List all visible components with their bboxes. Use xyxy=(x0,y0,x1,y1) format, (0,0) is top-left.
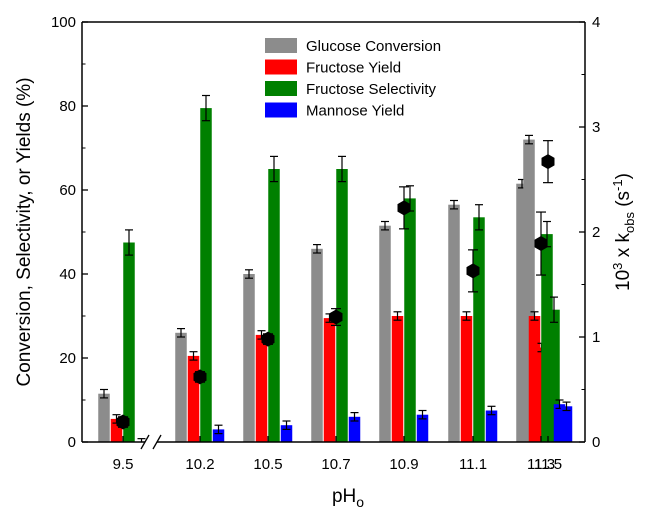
bar-fructose-selectivity-10.9 xyxy=(404,198,416,442)
bar-fructose-selectivity-11.5 xyxy=(548,309,560,442)
bar-fructose-selectivity-11.3 xyxy=(541,234,553,442)
error-bar xyxy=(450,199,458,210)
y2-tick-label: 3 xyxy=(592,119,600,136)
legend-swatch xyxy=(265,38,297,53)
bar-fructose-yield-10.9 xyxy=(391,316,404,442)
bar-fructose-yield-11.1 xyxy=(460,316,473,442)
x-tick-label: 10.7 xyxy=(321,456,350,473)
data-point-11.1 xyxy=(466,263,480,279)
bar-mannose-yield-10.9 xyxy=(416,414,429,442)
error-bar xyxy=(189,351,198,361)
bar-glucose-conversion-10.9 xyxy=(379,225,391,442)
data-point-10.7 xyxy=(329,309,343,325)
bar-fructose-selectivity-11.1 xyxy=(473,217,485,442)
chart-points xyxy=(116,140,555,430)
error-bar xyxy=(202,94,210,122)
error-bar xyxy=(393,311,402,321)
bar-fructose-yield-10.2 xyxy=(187,355,200,442)
error-bar xyxy=(125,229,133,256)
x-tick-label: 11.1 xyxy=(459,456,487,473)
legend-label: Fructose Yield xyxy=(306,60,401,77)
bar-fructose-selectivity-10.7 xyxy=(336,169,348,442)
error-bar xyxy=(530,311,539,321)
bar-glucose-conversion-10.2 xyxy=(175,332,187,442)
x-tick-label: 11.5 xyxy=(534,456,562,473)
y2-tick-label: 1 xyxy=(592,329,600,346)
data-point-11.5 xyxy=(541,154,555,170)
legend-swatch xyxy=(265,81,297,96)
error-bar xyxy=(475,204,483,231)
legend-label: Mannose Yield xyxy=(306,103,404,120)
y-tick-label: 0 xyxy=(68,434,76,451)
error-bar xyxy=(418,409,427,420)
x-tick-label: 10.9 xyxy=(389,456,418,473)
x-tick-label: 10.2 xyxy=(185,456,214,473)
error-bar xyxy=(381,220,389,231)
error-bar xyxy=(313,244,321,254)
y-tick-label: 40 xyxy=(59,266,76,283)
y-tick-label: 20 xyxy=(59,350,76,367)
bar-fructose-yield-9.5 xyxy=(110,418,123,442)
x-tick-label: 11.3 xyxy=(527,456,555,473)
error-bar xyxy=(525,134,533,145)
bar-fructose-yield-10.5 xyxy=(255,334,268,442)
axis-break-mark xyxy=(140,434,150,450)
bar-glucose-conversion-11.1 xyxy=(448,204,460,442)
y-axis-title: Conversion, Selectivity, or Yields (%) xyxy=(14,77,35,386)
bar-glucose-conversion-10.7 xyxy=(311,248,323,442)
bar-fructose-yield-11.3 xyxy=(528,316,541,442)
x-tick-label: 10.5 xyxy=(253,456,282,473)
bar-fructose-yield-10.7 xyxy=(323,318,336,442)
error-bar xyxy=(338,155,346,183)
x-axis-title: pHo xyxy=(332,486,364,510)
bar-glucose-conversion-10.5 xyxy=(243,274,255,442)
bar-mannose-yield-10.2 xyxy=(212,429,225,442)
x-tick-label: 9.5 xyxy=(113,456,134,473)
bar-glucose-conversion-11.3 xyxy=(516,183,528,442)
data-point-11.3 xyxy=(534,236,548,252)
data-point-10.2 xyxy=(193,369,207,385)
bar-fructose-selectivity-10.5 xyxy=(268,169,280,442)
chart-bars xyxy=(98,94,573,442)
bar-mannose-yield-10.5 xyxy=(280,425,293,442)
error-bar xyxy=(177,328,185,338)
data-point-10.5 xyxy=(261,331,275,347)
bar-glucose-conversion-11.5 xyxy=(523,139,535,442)
bar-fructose-selectivity-10.2 xyxy=(200,108,212,442)
error-bar xyxy=(487,405,496,416)
legend-swatch xyxy=(265,102,297,118)
legend-label: Fructose Selectivity xyxy=(306,81,437,98)
bar-glucose-conversion-9.5 xyxy=(98,393,110,442)
data-point-10.9 xyxy=(397,200,411,216)
error-bar xyxy=(245,269,253,279)
axis-break-mark xyxy=(152,434,162,450)
chart-legend: Glucose Conversion Fructose Yield Fructose… xyxy=(265,38,441,120)
chart-axes: 0 20 40 60 80 100 0 1 2 3 4 9.5 10.2 10.5 10.7 10.9 11.1… xyxy=(51,14,600,473)
legend-label: Glucose Conversion xyxy=(306,38,441,55)
y2-tick-label: 4 xyxy=(592,14,600,31)
error-bar xyxy=(214,424,223,435)
bar-mannose-yield-11.1 xyxy=(485,410,498,442)
error-bar xyxy=(100,388,108,399)
error-bar xyxy=(550,296,558,323)
bar-mannose-yield-11.5 xyxy=(560,406,573,442)
y2-tick-label: 0 xyxy=(592,434,600,451)
error-bar xyxy=(270,155,278,183)
y-tick-label: 60 xyxy=(59,182,76,199)
legend-swatch xyxy=(265,59,297,75)
y2-axis-title: 103 x kobs (s-1) xyxy=(610,173,637,291)
bar-fructose-selectivity-9.5 xyxy=(123,242,135,442)
error-bar xyxy=(282,420,291,430)
data-point-9.5 xyxy=(116,414,130,430)
error-bar xyxy=(350,412,359,422)
bar-mannose-yield-11.3 xyxy=(553,404,566,442)
bar-mannose-yield-10.7 xyxy=(348,416,361,442)
y2-tick-label: 2 xyxy=(592,224,600,241)
error-bar xyxy=(462,311,471,321)
y-tick-label: 100 xyxy=(51,14,76,31)
y-tick-label: 80 xyxy=(59,98,76,115)
error-bar xyxy=(562,401,571,412)
